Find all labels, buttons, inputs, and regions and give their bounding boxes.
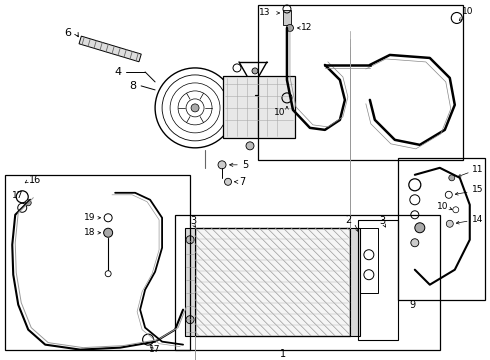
Bar <box>185 228 195 336</box>
Circle shape <box>446 220 453 227</box>
Bar <box>360 228 378 293</box>
Text: 1: 1 <box>280 348 286 359</box>
Bar <box>5 175 190 350</box>
Text: 7: 7 <box>239 177 245 187</box>
Text: 4: 4 <box>115 67 122 77</box>
Circle shape <box>191 104 199 112</box>
Text: 5: 5 <box>242 160 248 170</box>
Bar <box>258 5 463 160</box>
Circle shape <box>287 24 294 31</box>
Circle shape <box>246 142 254 150</box>
Text: 10: 10 <box>462 8 473 17</box>
Text: 18: 18 <box>84 228 95 237</box>
Bar <box>398 158 485 300</box>
Bar <box>283 10 291 25</box>
Text: 17: 17 <box>149 345 161 354</box>
Text: 16: 16 <box>29 175 41 185</box>
Text: 14: 14 <box>472 215 483 224</box>
Circle shape <box>252 68 258 74</box>
Circle shape <box>186 236 194 244</box>
Circle shape <box>25 200 31 206</box>
Text: 8: 8 <box>129 81 137 91</box>
Text: 10: 10 <box>274 108 286 117</box>
Text: 6: 6 <box>65 28 72 38</box>
Text: 13: 13 <box>259 9 271 18</box>
Text: 17: 17 <box>12 191 24 200</box>
Text: 11: 11 <box>472 165 483 174</box>
Bar <box>175 215 440 350</box>
Bar <box>358 220 398 339</box>
Circle shape <box>411 239 419 247</box>
Bar <box>195 228 350 336</box>
Text: 15: 15 <box>472 185 483 194</box>
Text: 3: 3 <box>380 216 386 226</box>
Text: 10: 10 <box>437 202 449 211</box>
Text: 2: 2 <box>345 215 352 225</box>
Polygon shape <box>79 36 141 62</box>
Text: 19: 19 <box>84 213 95 222</box>
Circle shape <box>218 161 226 169</box>
Circle shape <box>415 223 425 233</box>
Text: 12: 12 <box>301 23 313 32</box>
Text: 9: 9 <box>410 300 416 310</box>
Bar <box>223 76 295 138</box>
Bar <box>350 228 360 336</box>
Circle shape <box>449 175 455 181</box>
Circle shape <box>186 316 194 324</box>
Text: 3: 3 <box>190 216 196 226</box>
Circle shape <box>224 178 231 185</box>
Circle shape <box>104 228 113 237</box>
